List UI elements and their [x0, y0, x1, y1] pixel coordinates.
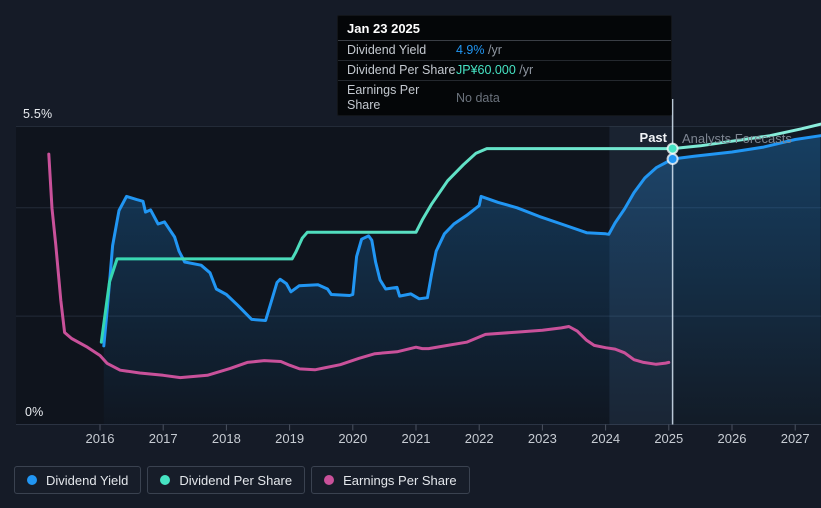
dividend-per-share-marker — [666, 142, 679, 155]
x-tick-label-2019: 2019 — [275, 431, 305, 446]
tooltip-value-dividend-yield: 4.9% /yr — [456, 43, 502, 57]
x-tick-label-2026: 2026 — [717, 431, 747, 446]
x-axis-ticks — [99, 424, 796, 431]
tooltip-value-dividend-per-share: JP¥60.000 /yr — [456, 63, 534, 77]
legend-item-dividend-yield[interactable]: Dividend Yield — [14, 466, 142, 494]
analysts-forecasts-label: Analysts Forecasts — [682, 131, 792, 146]
dividend-yield-line — [102, 134, 821, 348]
legend-label: Dividend Yield — [46, 472, 129, 488]
x-tick-label-2023: 2023 — [527, 431, 557, 446]
legend-dot — [160, 475, 171, 485]
x-tick-label-2024: 2024 — [591, 431, 621, 446]
y-axis-zero-label: 0% — [25, 405, 44, 419]
x-tick-label-2027: 2027 — [780, 431, 810, 446]
data-point-markers — [666, 142, 679, 166]
legend-dot — [324, 475, 335, 485]
tooltip-row-dividend-yield: Dividend Yield 4.9% /yr — [338, 41, 671, 61]
x-tick-label-2025: 2025 — [654, 431, 684, 446]
series-lines — [47, 122, 821, 380]
dividend-yield-marker — [666, 153, 679, 166]
past-label: Past — [639, 130, 667, 145]
x-tick-label-2021: 2021 — [401, 431, 431, 446]
y-axis-max-label: 5.5% — [23, 107, 53, 121]
chart-legend: Dividend Yield Dividend Per Share Earnings… — [14, 466, 470, 494]
legend-label: Earnings Per Share — [343, 472, 457, 488]
x-tick-label-2018: 2018 — [211, 431, 241, 446]
legend-dot — [27, 475, 37, 485]
tooltip-row-earnings-per-share: Earnings Per Share No data — [347, 83, 500, 112]
area-fill-0 — [103, 135, 821, 425]
legend-item-dividend-per-share[interactable]: Dividend Per Share — [147, 466, 306, 494]
x-tick-label-2022: 2022 — [464, 431, 494, 446]
tooltip-row-dividend-per-share: Dividend Per Share JP¥60.000 /yr — [338, 61, 671, 81]
earnings-per-share-line — [47, 152, 671, 380]
x-tick-label-2020: 2020 — [338, 431, 368, 446]
chart-tooltip: Jan 23 2025 Dividend Yield 4.9% /yr Divi… — [337, 15, 672, 116]
dividend-per-share-line — [99, 122, 821, 344]
legend-label: Dividend Per Share — [179, 472, 293, 488]
x-tick-label-2016: 2016 — [85, 431, 115, 446]
legend-item-earnings-per-share[interactable]: Earnings Per Share — [311, 466, 470, 494]
x-tick-label-2017: 2017 — [148, 431, 178, 446]
tooltip-date: Jan 23 2025 — [338, 16, 671, 41]
dividend-yield-area — [103, 135, 821, 425]
tooltip-value-earnings-per-share: No data — [456, 90, 500, 105]
